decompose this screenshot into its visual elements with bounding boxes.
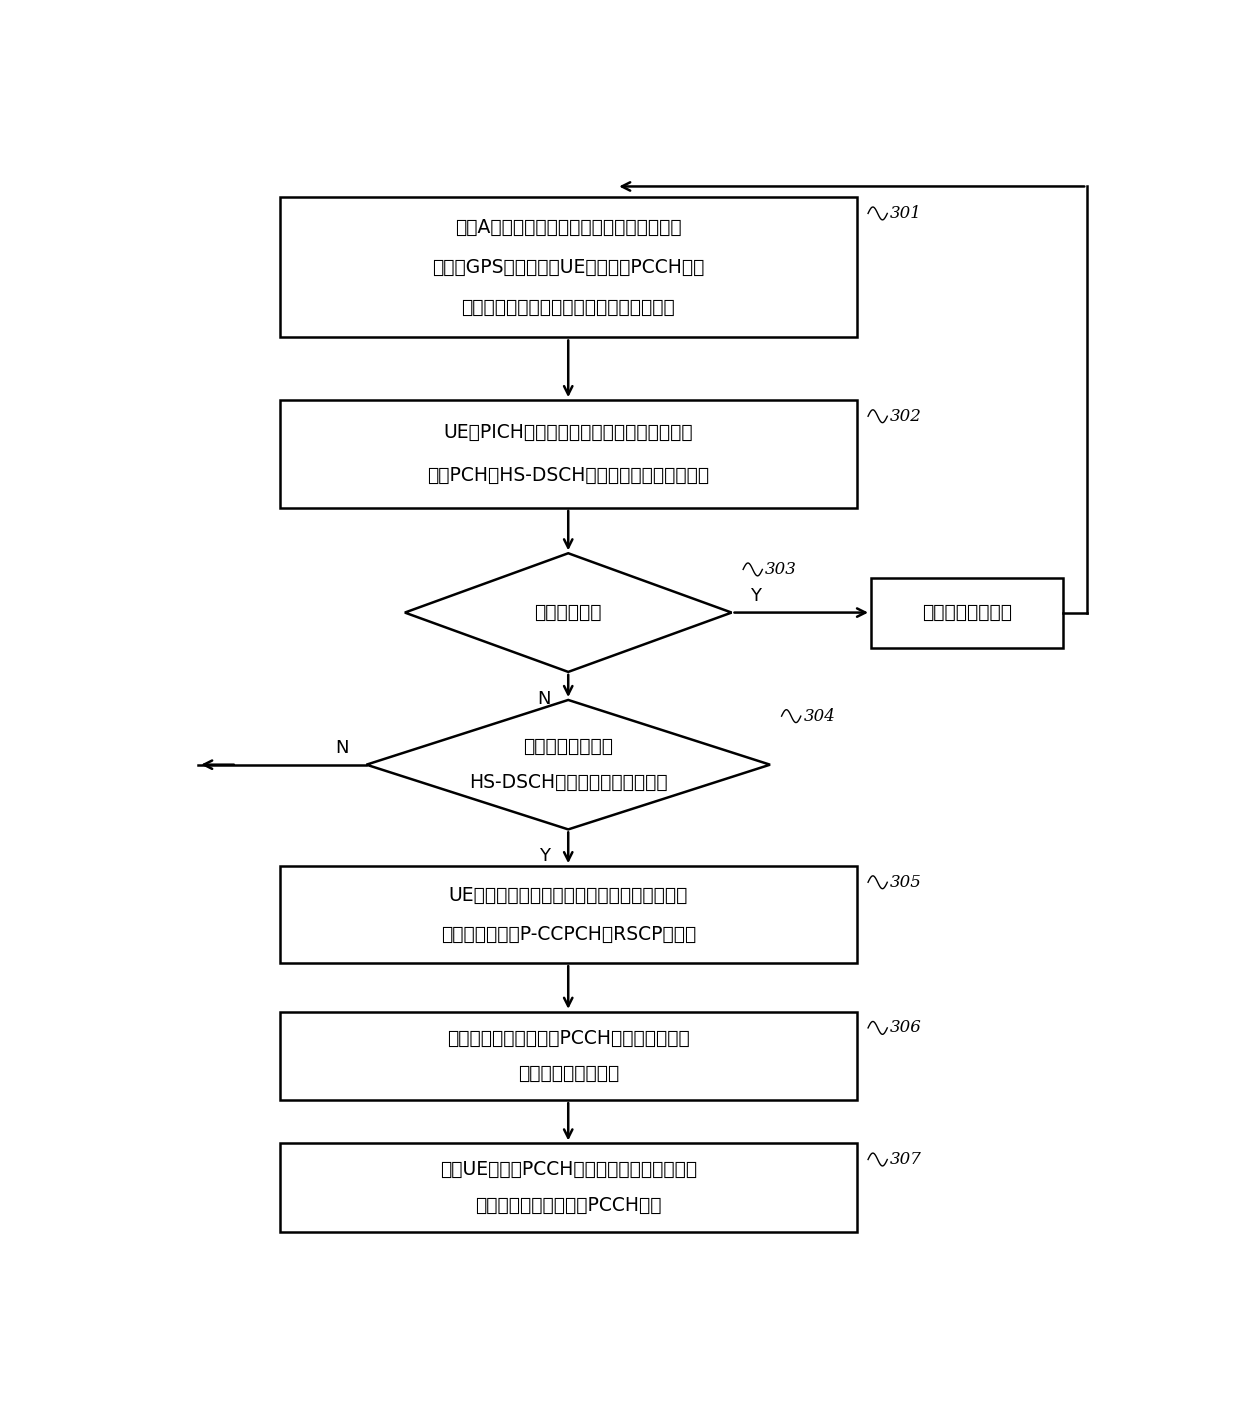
Polygon shape (404, 553, 732, 672)
Text: 是否成功解码: 是否成功解码 (534, 602, 601, 622)
Text: 前小区的标识，P-CCPCH的RSCP测量值: 前小区的标识，P-CCPCH的RSCP测量值 (440, 925, 696, 943)
Text: 304: 304 (804, 708, 836, 724)
Text: UE从PICH读取到寻呼指示后，尝试解码承载: UE从PICH读取到寻呼指示后，尝试解码承载 (444, 423, 693, 441)
Bar (280, 866, 857, 962)
Text: Y: Y (538, 848, 549, 866)
Bar (280, 198, 857, 338)
Text: 按照常规流程处理: 按照常规流程处理 (923, 602, 1012, 622)
Text: 302: 302 (890, 408, 923, 425)
Text: 301: 301 (890, 205, 923, 221)
Text: 内具有GPS定位能力的UE记录接收PCCH失败: 内具有GPS定位能力的UE记录接收PCCH失败 (432, 258, 704, 277)
Text: 时的事件，并定时上报记录的失败事件信息: 时的事件，并定时上报记录的失败事件信息 (461, 298, 675, 317)
Text: N: N (336, 740, 350, 758)
Text: UE记录此次失败事件，以及发生的时间戳、当: UE记录此次失败事件，以及发生的时间戳、当 (449, 885, 688, 905)
Text: HS-DSCH信道失败超过规定次数: HS-DSCH信道失败超过规定次数 (469, 773, 667, 793)
Text: 303: 303 (765, 560, 797, 579)
Bar (280, 1012, 857, 1100)
Text: 在规定的时间将记录的PCCH寻呼失败日志信: 在规定的时间将记录的PCCH寻呼失败日志信 (446, 1028, 689, 1048)
Text: N: N (537, 689, 551, 708)
Text: 小区A的网络侧设备发送系统消息，指示小区: 小区A的网络侧设备发送系统消息，指示小区 (455, 217, 682, 237)
Text: 根据UE上报的PCCH寻呼失败日志信息，采用: 根据UE上报的PCCH寻呼失败日志信息，采用 (440, 1160, 697, 1180)
Polygon shape (367, 700, 770, 829)
Text: 306: 306 (890, 1020, 923, 1037)
Text: 相应的优化措施，优化PCCH信道: 相应的优化措施，优化PCCH信道 (475, 1195, 661, 1215)
Bar (870, 577, 1063, 647)
Bar (280, 1143, 857, 1231)
Bar (280, 401, 857, 509)
Text: 307: 307 (890, 1152, 923, 1168)
Text: Y: Y (750, 587, 761, 605)
Text: 对应PCH的HS-DSCH信道数据以获取寻呼信息: 对应PCH的HS-DSCH信道数据以获取寻呼信息 (427, 467, 709, 485)
Text: 是否连续尝试解码: 是否连续尝试解码 (523, 737, 614, 757)
Text: 息传送给网络侧设备: 息传送给网络侧设备 (517, 1065, 619, 1083)
Text: 305: 305 (890, 874, 923, 891)
